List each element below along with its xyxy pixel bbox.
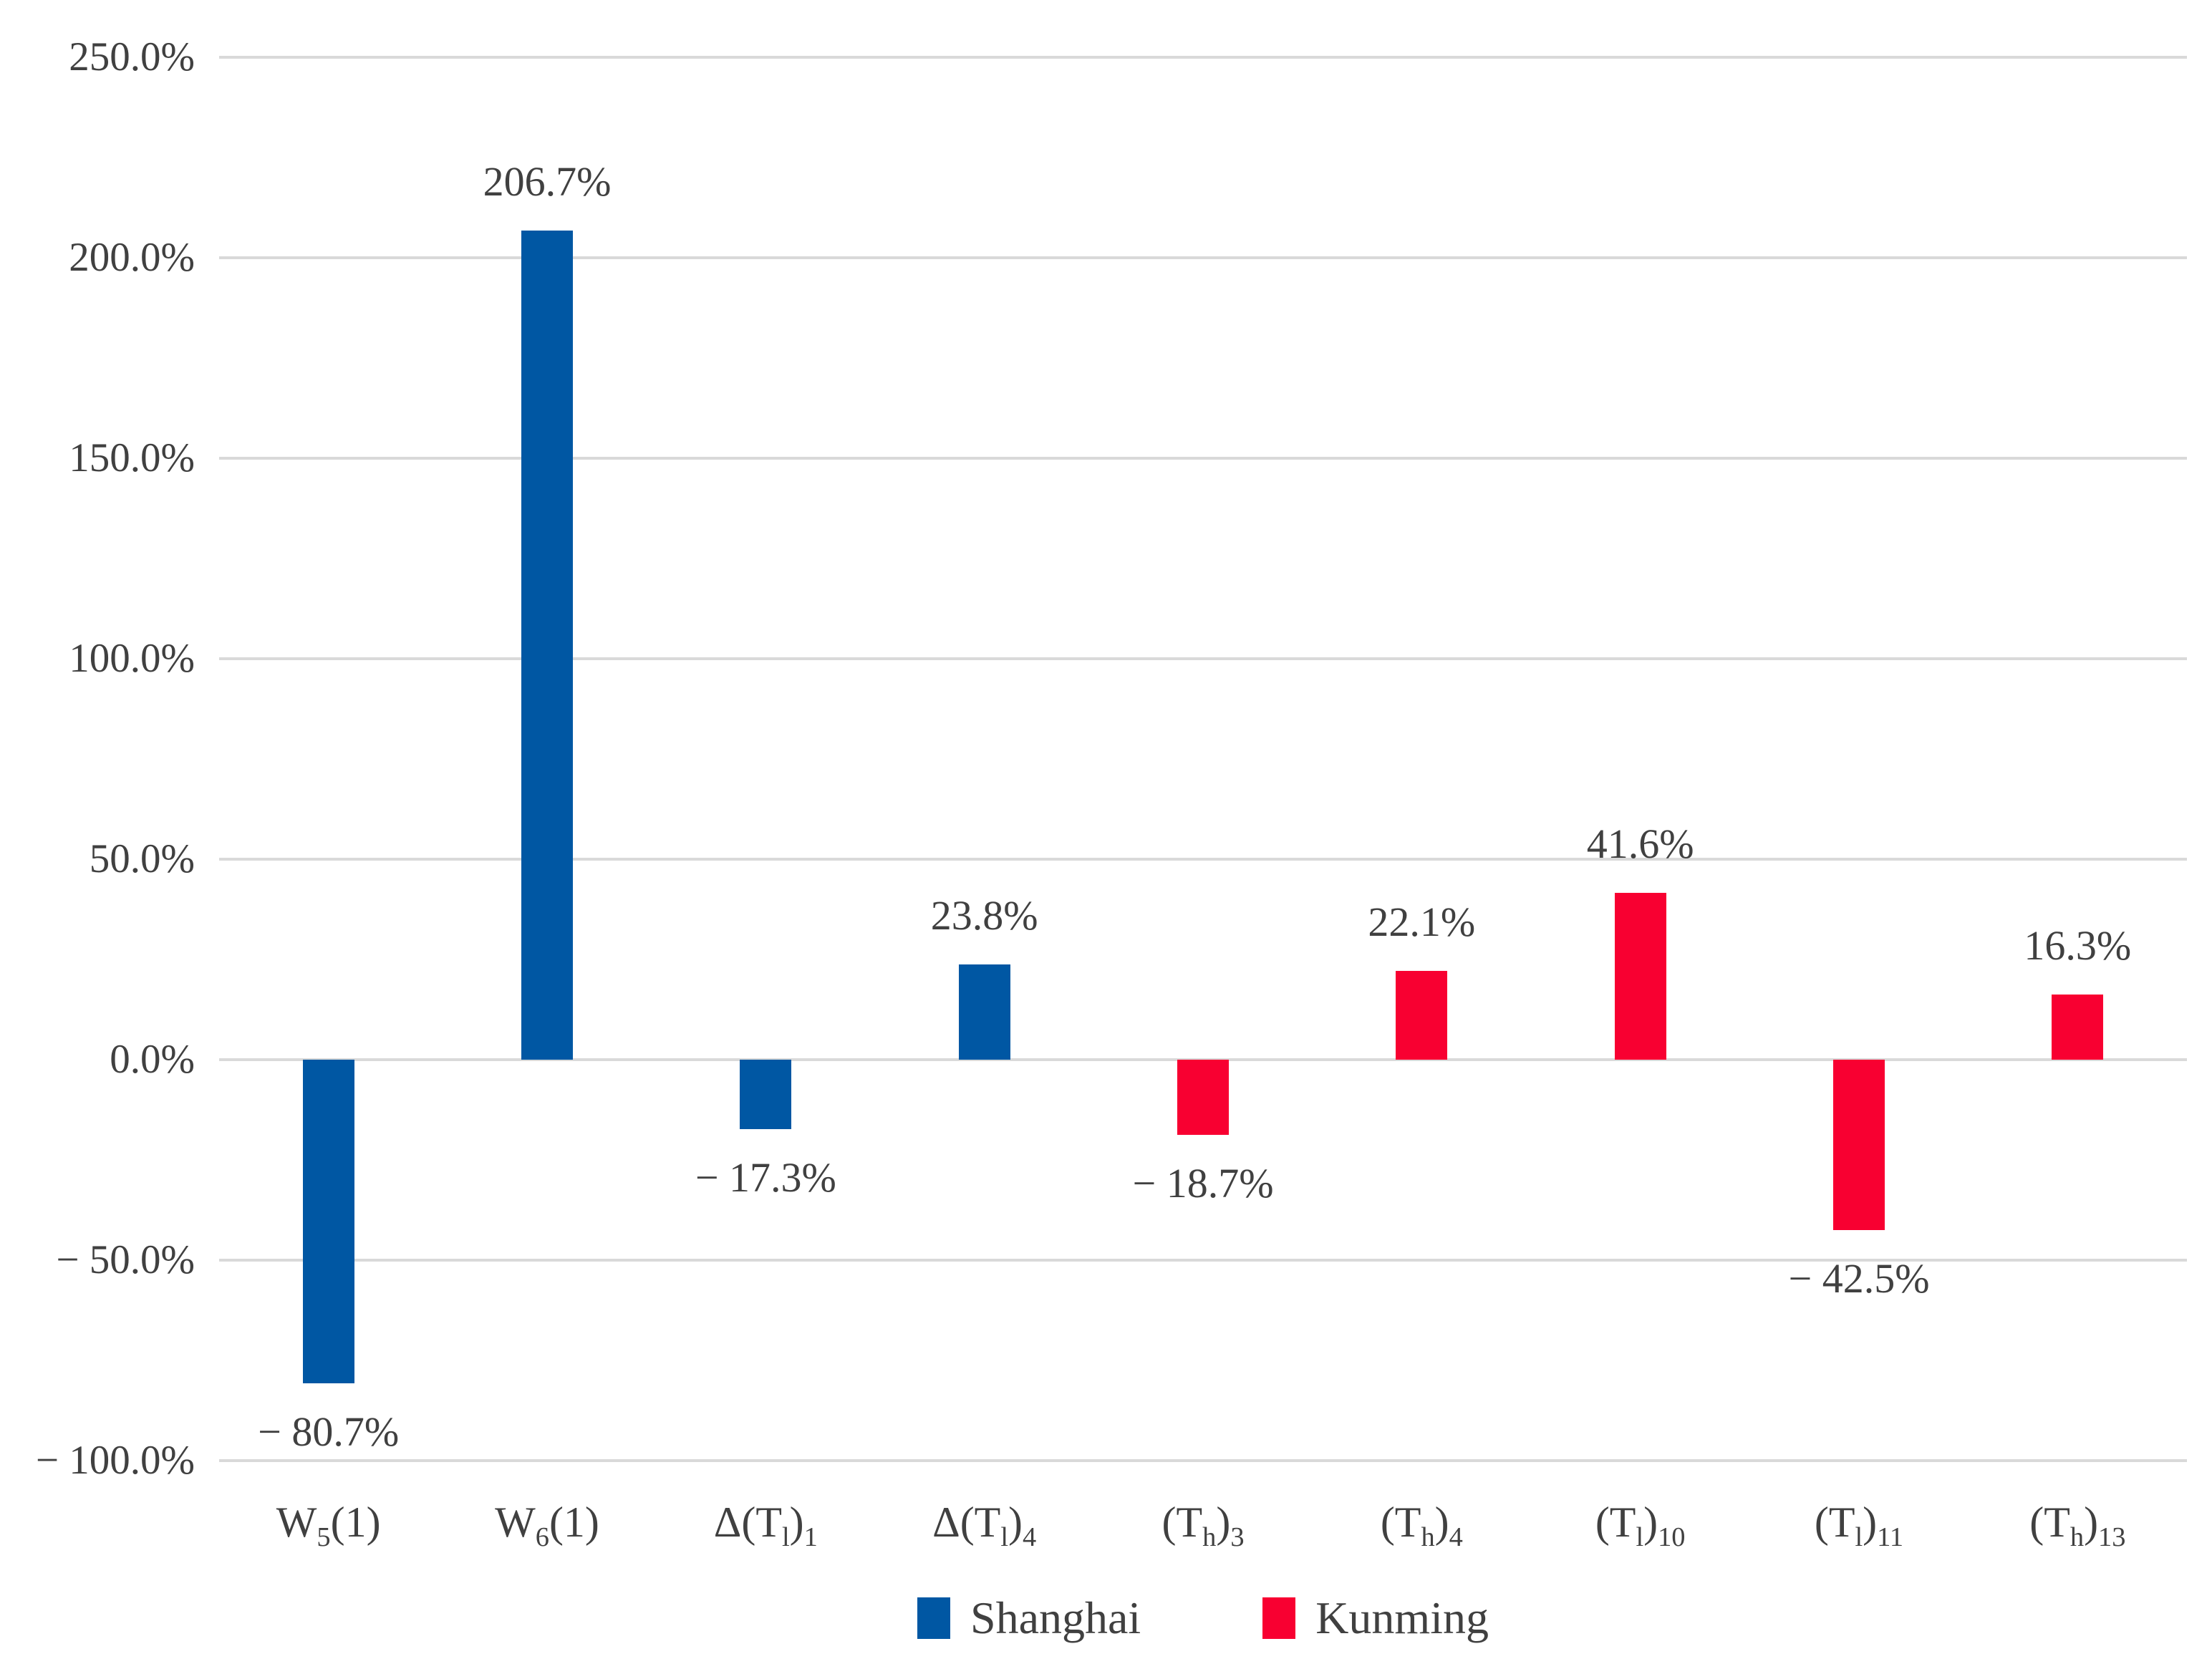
y-tick-label: 0.0% [110,1037,195,1082]
gridline [219,657,2187,660]
bar-(Tl)10 [1614,893,1666,1060]
value-label: 16.3% [2024,921,2132,969]
x-category-label: (Tl)10 [1595,1499,1686,1552]
bar-(Th)3 [1177,1060,1229,1135]
y-tick-label: 150.0% [69,435,195,480]
x-category-label: (Tl)11 [1814,1499,1904,1552]
value-label: − 17.3% [695,1153,836,1201]
x-category-label: W6(1) [495,1499,599,1552]
value-label: 23.8% [930,891,1038,939]
value-label: 41.6% [1586,821,1694,868]
gridline [219,457,2187,460]
x-category-label: Δ(Tl)4 [932,1499,1037,1552]
gridline [219,1459,2187,1462]
legend: Shanghai Kunming [219,1584,2187,1653]
bar-Δ(Tl)4 [958,964,1010,1060]
bar-W6(1) [521,231,573,1060]
gridline [219,56,2187,59]
legend-item-shanghai: Shanghai [917,1592,1141,1645]
bar-(Th)4 [1396,971,1448,1060]
y-tick-label: − 100.0% [35,1438,195,1483]
y-tick-label: 100.0% [69,636,195,681]
bar-(Tl)11 [1833,1060,1885,1230]
gridline [219,858,2187,861]
bar-Δ(Tl)1 [740,1060,792,1129]
gridline [219,1259,2187,1262]
kunming-swatch-icon [1262,1597,1296,1639]
bar-(Th)13 [2052,994,2104,1060]
y-tick-label: 250.0% [69,34,195,79]
x-category-label: (Th)4 [1380,1499,1463,1552]
legend-label-shanghai: Shanghai [970,1592,1141,1643]
value-label: 22.1% [1368,899,1476,946]
x-category-label: Δ(Tl)1 [713,1499,818,1552]
legend-item-kunming: Kunming [1262,1592,1489,1645]
gridline [219,256,2187,259]
bar-W5(1) [302,1060,354,1383]
x-category-label: W5(1) [276,1499,381,1552]
value-label: − 80.7% [258,1408,400,1455]
value-label: − 18.7% [1132,1159,1274,1206]
shanghai-swatch-icon [917,1597,951,1639]
value-label: 206.7% [483,158,612,205]
legend-label-kunming: Kunming [1315,1592,1489,1643]
y-tick-label: 200.0% [69,235,195,280]
value-label: − 42.5% [1788,1255,1930,1302]
x-category-label: (Th)3 [1161,1499,1245,1552]
y-tick-label: − 50.0% [56,1237,195,1282]
y-tick-label: 50.0% [89,836,195,881]
x-category-label: (Th)13 [2029,1499,2126,1552]
